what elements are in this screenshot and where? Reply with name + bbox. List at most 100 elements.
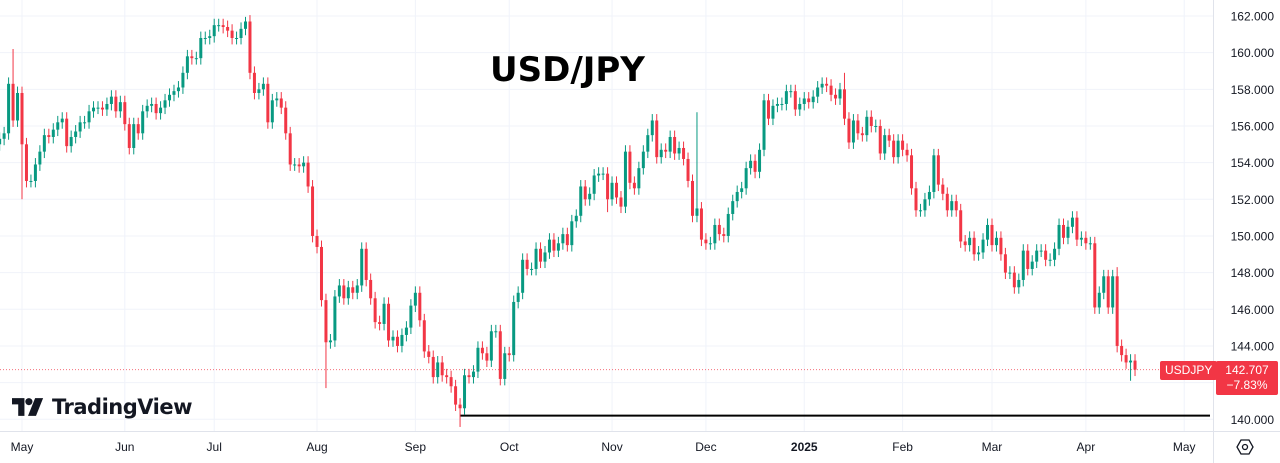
candle: [24, 137, 28, 188]
candle: [547, 233, 551, 259]
candle-body: [136, 124, 140, 134]
candle: [552, 233, 556, 258]
candle: [744, 161, 748, 195]
candle-body: [364, 248, 368, 280]
candle-body: [677, 147, 681, 154]
candle-body: [901, 140, 905, 150]
candle-body: [561, 234, 565, 244]
candle-body: [252, 72, 256, 93]
candle: [382, 297, 386, 331]
candle-body: [592, 175, 596, 194]
candle-body: [856, 120, 860, 134]
candle: [235, 31, 239, 45]
settings-hexagon-icon[interactable]: [1236, 438, 1254, 456]
candle: [467, 368, 471, 384]
candle-body: [731, 201, 735, 214]
candle-body: [449, 377, 453, 387]
candle: [597, 167, 601, 182]
candle: [391, 330, 395, 347]
candle-body: [244, 21, 247, 29]
candle: [1048, 253, 1052, 267]
candle-body: [154, 103, 158, 114]
candle-body: [123, 102, 127, 125]
candle-body: [395, 336, 399, 346]
candle-body: [628, 151, 632, 183]
candle: [901, 134, 905, 157]
y-tick-label: 158.000: [1231, 83, 1275, 97]
candle: [641, 145, 645, 175]
candle-body: [351, 287, 355, 293]
candle: [288, 126, 292, 171]
candle-body: [565, 234, 569, 246]
candle: [1066, 220, 1070, 245]
candle-body: [445, 375, 449, 378]
candle-body: [38, 151, 42, 165]
candle-body: [637, 168, 641, 189]
candle-body: [498, 331, 502, 379]
candle-body: [583, 186, 587, 200]
candle: [945, 187, 949, 217]
candle-body: [33, 164, 37, 181]
candle-body: [463, 375, 467, 409]
candle-body: [1062, 224, 1066, 238]
candle-body: [878, 125, 882, 154]
candle: [570, 214, 574, 252]
candle: [181, 66, 185, 94]
candle: [592, 169, 596, 201]
y-tick-label: 144.000: [1231, 339, 1275, 353]
candle: [127, 117, 131, 155]
candle: [279, 92, 283, 115]
candle-body: [735, 191, 739, 202]
candle-body: [248, 21, 252, 73]
candle-body: [74, 131, 78, 137]
candle: [337, 279, 341, 303]
candle: [740, 181, 744, 199]
x-tick-label: Nov: [601, 440, 622, 454]
symbol-label: USDJPY: [1160, 361, 1218, 380]
candle: [270, 93, 274, 129]
candle-body: [1008, 272, 1012, 274]
candle-body: [691, 180, 694, 216]
candle-body: [275, 98, 279, 101]
candle: [212, 18, 216, 43]
candle: [252, 66, 256, 100]
candle-body: [512, 301, 516, 356]
candle: [387, 297, 391, 347]
candle: [297, 158, 301, 173]
chart-title: USD/JPY: [490, 50, 645, 90]
candle-body: [834, 94, 838, 99]
candle: [409, 299, 413, 335]
candle-body: [945, 193, 949, 211]
candle: [905, 143, 909, 162]
candle-body: [650, 120, 654, 136]
candle-body: [610, 182, 614, 200]
candle: [704, 233, 708, 250]
candle: [503, 346, 507, 386]
candle: [2, 126, 6, 146]
candle: [829, 79, 833, 102]
candle-body: [431, 356, 435, 378]
candle: [230, 24, 234, 45]
candle-body: [963, 241, 967, 246]
candle: [986, 218, 990, 247]
candle-body: [337, 285, 341, 297]
candle-body: [968, 237, 972, 246]
candle: [722, 227, 726, 243]
candle: [355, 279, 359, 300]
candle-body: [422, 320, 426, 352]
candle-body: [534, 248, 538, 269]
last-price-label: 142.707 −7.83%: [1216, 361, 1278, 395]
candle: [427, 345, 431, 364]
candle: [887, 128, 891, 148]
tradingview-logo[interactable]: TradingView: [12, 395, 192, 419]
candle-body: [601, 173, 605, 175]
candle-body: [1003, 254, 1007, 273]
candle-body: [221, 25, 225, 27]
candle: [1084, 231, 1088, 250]
candle: [972, 231, 976, 261]
candle: [623, 145, 627, 214]
candle-body: [579, 186, 583, 216]
candle-body: [744, 168, 748, 189]
candle: [105, 97, 109, 116]
